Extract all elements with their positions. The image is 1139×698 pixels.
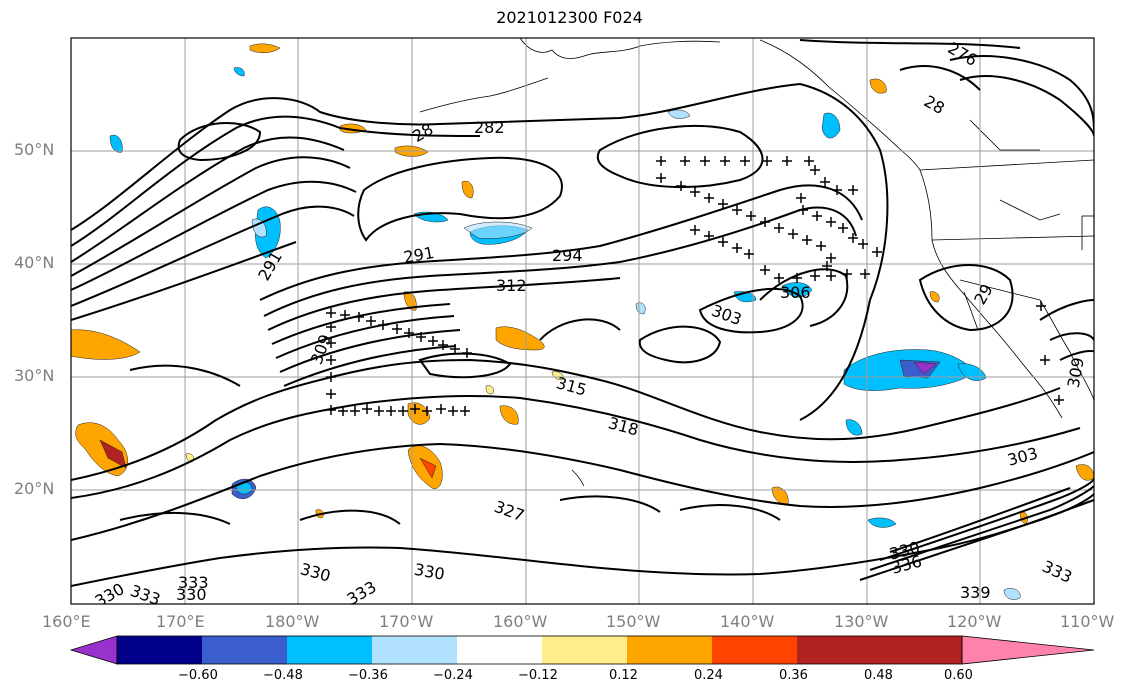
colorbar-tick-label: −0.12 [518, 668, 558, 683]
colorbar-tick-label: −0.24 [433, 668, 473, 683]
contour-label: 333 [178, 573, 209, 592]
colorbar-tick-label: −0.60 [178, 668, 218, 683]
gridlines [71, 38, 1094, 604]
plot-frame [70, 37, 1095, 605]
lat-label: 50°N [14, 140, 55, 159]
colorbar [69, 635, 1095, 665]
colorbar-tick-label: 0.60 [944, 668, 973, 683]
plus-markers [326, 156, 1064, 416]
colorbar-tick-label: −0.48 [263, 668, 303, 683]
lon-label: 180°W [265, 612, 320, 631]
lon-label: 140°W [720, 612, 775, 631]
lon-label: 160°E [42, 612, 91, 631]
contour-label: 312 [496, 276, 527, 295]
lon-label: 170°E [156, 612, 205, 631]
lat-label: 40°N [14, 253, 55, 272]
lat-label: 20°N [14, 479, 55, 498]
lat-label: 30°N [14, 366, 55, 385]
contour-label: 282 [474, 118, 505, 137]
contour-label: 294 [552, 246, 583, 265]
shading-layer [71, 43, 1094, 600]
lon-label: 150°W [606, 612, 661, 631]
colorbar-tick-label: 0.24 [694, 668, 723, 683]
colorbar-tick-label: 0.36 [779, 668, 808, 683]
map-title: 2021012300 F024 [496, 8, 643, 27]
map-plot: 276 28 28 282 291 291 294 312 306 303 30… [71, 38, 1094, 604]
lon-label: 130°W [834, 612, 889, 631]
contour-lines [71, 39, 1094, 587]
lon-label: 160°W [493, 612, 548, 631]
contour-label: 330 [176, 585, 207, 604]
colorbar-tick-label: 0.12 [609, 668, 638, 683]
colorbar-tick-label: 0.48 [864, 668, 893, 683]
colorbar-tick-label: −0.36 [348, 668, 388, 683]
contour-label: 339 [960, 583, 991, 602]
contour-label: 306 [780, 283, 811, 302]
lon-label: 110°W [1060, 612, 1115, 631]
lon-label: 170°W [379, 612, 434, 631]
lon-label: 120°W [947, 612, 1002, 631]
